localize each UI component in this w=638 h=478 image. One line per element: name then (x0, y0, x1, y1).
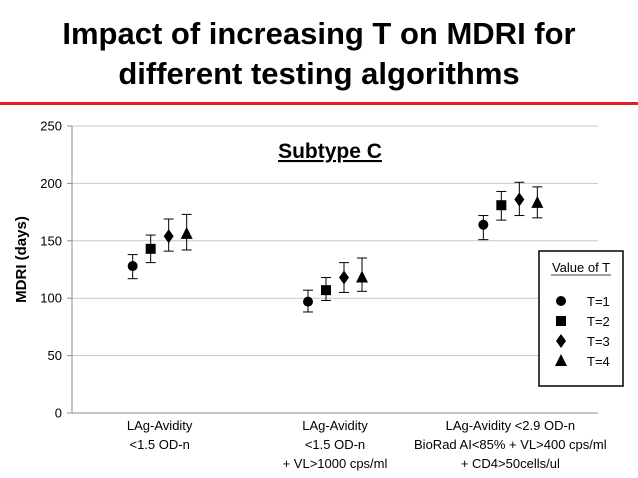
y-tick-label: 100 (40, 291, 62, 306)
label-layer: MDRI (days) Subtype C LAg-Avidity <1.5 OD-n… (13, 140, 607, 471)
x-category-label: LAg-Avidity (302, 418, 368, 433)
data-point-square (496, 200, 507, 211)
slide-title-line2: different testing algorithms (118, 56, 520, 91)
legend-title: Value of T (552, 260, 610, 275)
legend-label: T=4 (587, 354, 610, 369)
axis-layer: 0 50 100 150 200 250 (40, 119, 598, 421)
legend-layer: Value of T T=1 T=2 T=3 T=4 (538, 250, 624, 387)
marker-layer (127, 192, 544, 307)
legend-label: T=2 (587, 314, 610, 329)
data-point-diamond (339, 270, 349, 285)
x-category-label: LAg-Avidity <2.9 OD-n (446, 418, 575, 433)
data-point-triangle (356, 270, 368, 283)
y-tick-label: 200 (40, 176, 62, 191)
data-point-square (145, 243, 156, 254)
slide-title-line1: Impact of increasing T on MDRI for (62, 16, 576, 51)
legend-marker-square (556, 316, 566, 326)
x-category-label: + CD4>50cells/ul (461, 456, 560, 471)
x-category-label: BioRad AI<85% + VL>400 cps/ml (414, 437, 607, 452)
legend-marker-diamond (556, 334, 566, 348)
y-tick-label: 0 (55, 406, 62, 421)
legend-label: T=3 (587, 334, 610, 349)
legend-box (538, 250, 624, 387)
slide-title: Impact of increasing T on MDRI for diffe… (0, 14, 638, 94)
data-point-triangle (180, 226, 193, 239)
legend-marker-triangle (555, 354, 567, 366)
x-category-label: + VL>1000 cps/ml (283, 456, 388, 471)
legend-label: T=1 (587, 294, 610, 309)
chart-subtitle: Subtype C (278, 140, 382, 163)
title-rule (0, 102, 638, 105)
y-tick-label: 50 (48, 348, 62, 363)
x-category-label: <1.5 OD-n (305, 437, 365, 452)
y-tick-label: 250 (40, 119, 62, 134)
x-category-label: <1.5 OD-n (129, 437, 189, 452)
data-point-square (321, 285, 331, 296)
data-point-diamond (163, 229, 174, 244)
y-axis-label: MDRI (days) (13, 216, 30, 303)
grid-layer (72, 125, 598, 357)
y-tick-label: 150 (40, 233, 62, 248)
data-point-diamond (514, 192, 525, 207)
data-point-circle (478, 219, 489, 230)
legend-marker-circle (556, 296, 566, 306)
data-point-circle (127, 261, 138, 272)
errorbar-layer (127, 181, 543, 313)
x-category-label: LAg-Avidity (127, 418, 193, 433)
data-point-triangle (531, 195, 544, 208)
data-point-circle (303, 296, 313, 307)
